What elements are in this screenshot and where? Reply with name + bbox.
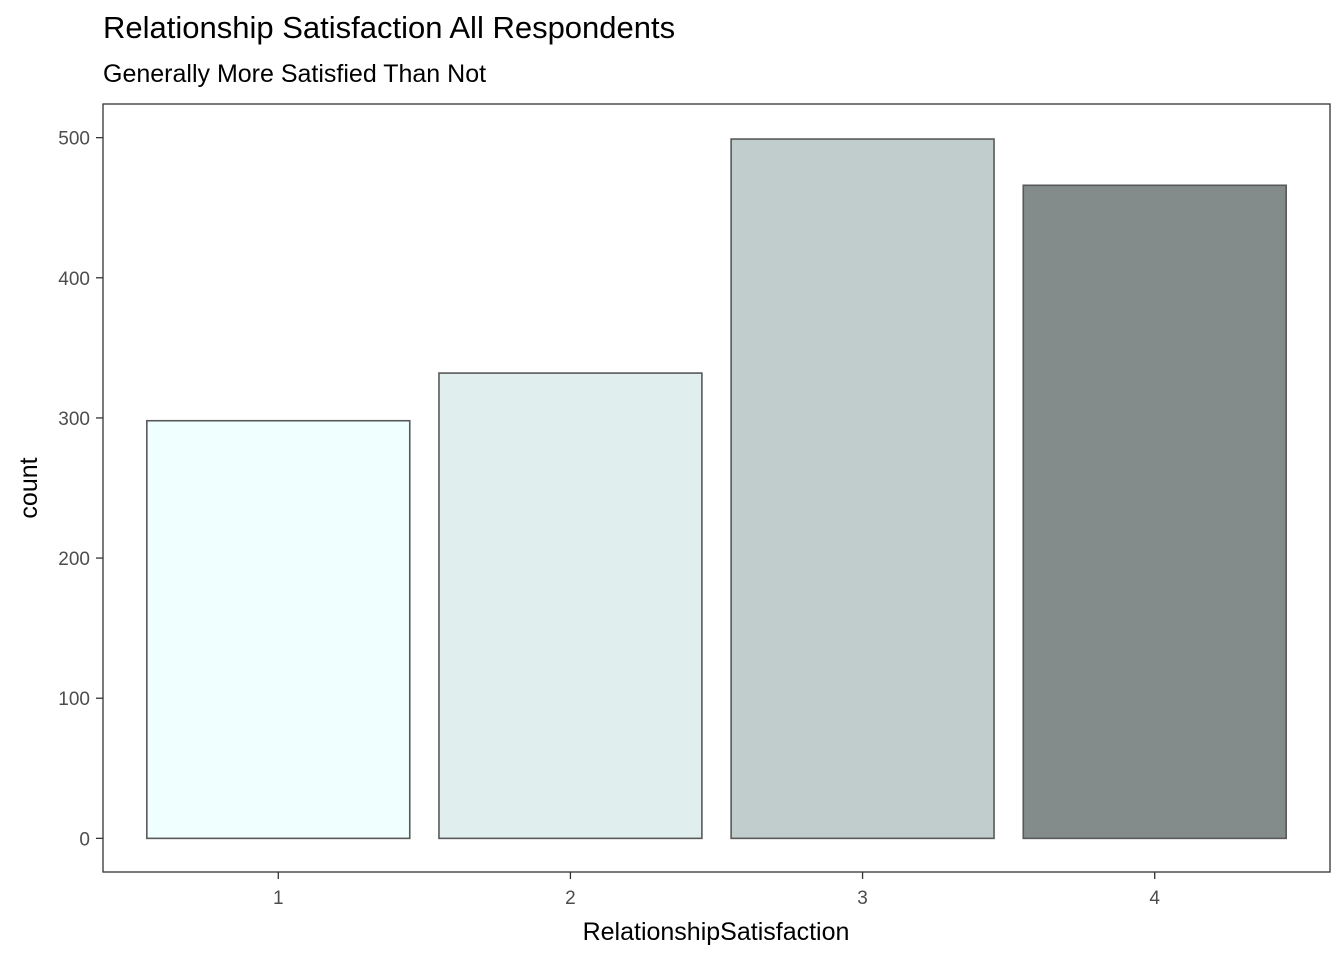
- y-axis-title: count: [15, 457, 43, 518]
- x-tick-label: 3: [857, 888, 868, 909]
- x-tick-label: 2: [565, 888, 576, 909]
- x-axis-ticks: 1 2 3 4: [273, 872, 1160, 909]
- y-tick-label: 400: [58, 269, 90, 290]
- bar-3: [730, 138, 995, 840]
- bars-group: [146, 138, 1287, 840]
- y-tick-label: 500: [58, 129, 90, 150]
- x-tick-label: 4: [1149, 888, 1160, 909]
- chart-subtitle: Generally More Satisfied Than Not: [103, 60, 487, 88]
- y-tick-label: 300: [58, 409, 90, 430]
- x-axis-title: RelationshipSatisfaction: [583, 918, 850, 946]
- y-axis-ticks: 0 100 200 300 400 500: [58, 129, 103, 850]
- bar-4: [1022, 184, 1287, 840]
- x-tick-label: 1: [273, 888, 284, 909]
- y-tick-label: 0: [79, 829, 90, 850]
- y-tick-label: 100: [58, 689, 90, 710]
- bar-1: [146, 419, 411, 840]
- y-tick-label: 200: [58, 549, 90, 570]
- plot-panel-border: [102, 103, 1331, 873]
- chart-title: Relationship Satisfaction All Respondent…: [103, 10, 676, 45]
- bar-2: [438, 372, 703, 840]
